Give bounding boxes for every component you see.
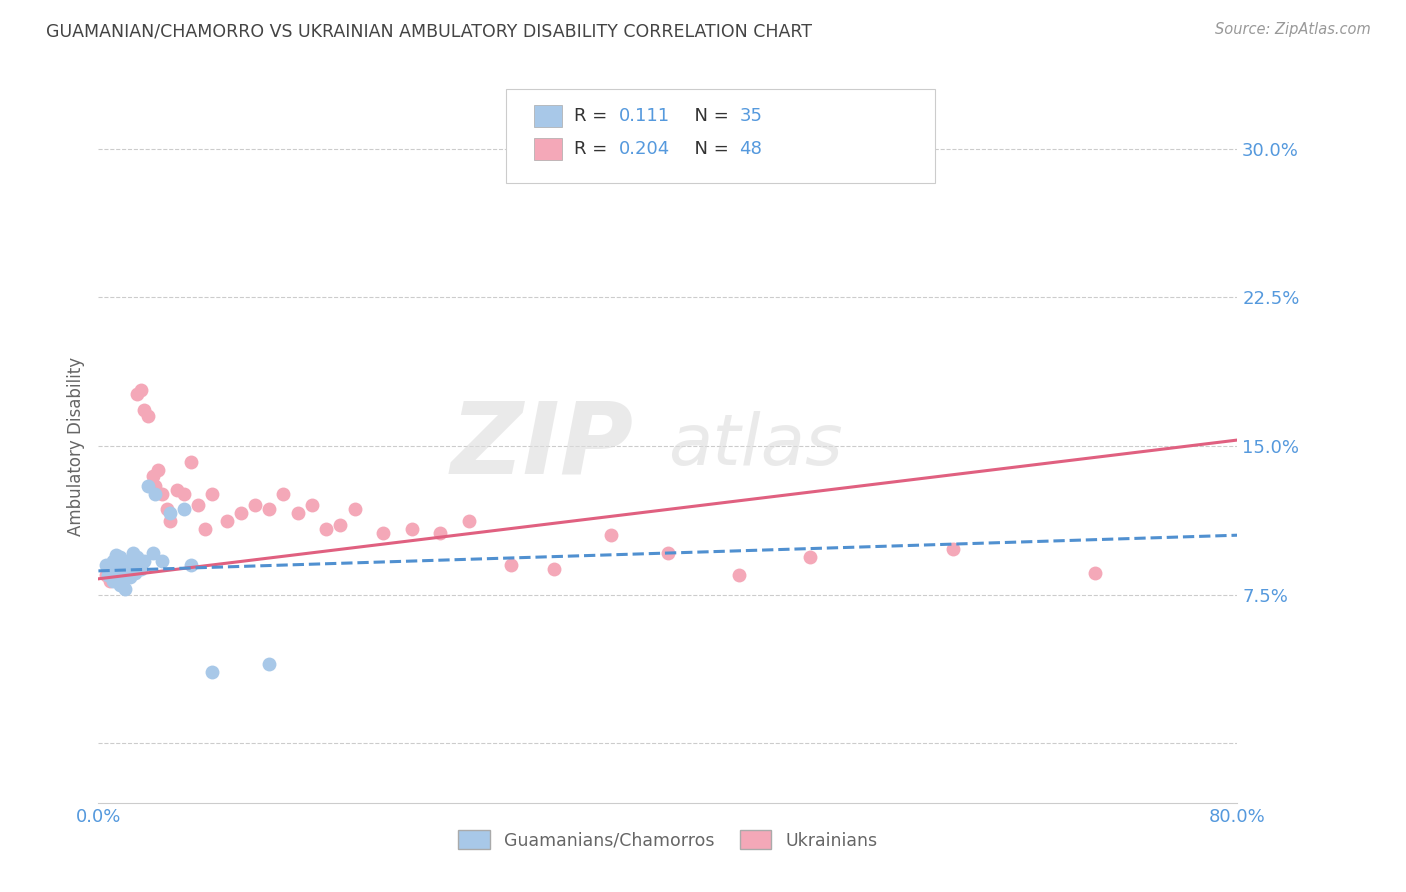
Point — [125, 549, 148, 564]
Point — [343, 502, 366, 516]
Point — [117, 562, 139, 576]
Text: N =: N = — [683, 140, 735, 158]
Point — [118, 566, 141, 580]
Point — [259, 657, 281, 671]
Point — [110, 566, 132, 580]
Point — [111, 554, 134, 568]
Point — [728, 567, 751, 582]
Point — [201, 665, 224, 679]
Point — [115, 558, 138, 572]
Point — [114, 582, 136, 596]
Point — [373, 526, 395, 541]
Point — [120, 554, 142, 568]
Point — [301, 499, 323, 513]
Text: atlas: atlas — [668, 411, 842, 481]
Point — [159, 507, 181, 521]
Point — [152, 486, 174, 500]
Point — [136, 409, 159, 424]
Point — [501, 558, 523, 572]
Point — [107, 572, 129, 586]
Text: GUAMANIAN/CHAMORRO VS UKRAINIAN AMBULATORY DISABILITY CORRELATION CHART: GUAMANIAN/CHAMORRO VS UKRAINIAN AMBULATO… — [46, 22, 813, 40]
Point — [101, 554, 124, 568]
Point — [112, 558, 135, 572]
Point — [97, 567, 120, 582]
Point — [201, 486, 224, 500]
Text: ZIP: ZIP — [451, 398, 634, 494]
Point — [103, 566, 125, 580]
Point — [229, 507, 252, 521]
Point — [101, 558, 124, 572]
Point — [107, 570, 129, 584]
Point — [105, 562, 128, 576]
Point — [194, 522, 217, 536]
Text: R =: R = — [574, 140, 613, 158]
Point — [121, 546, 143, 560]
Point — [141, 468, 163, 483]
Point — [104, 562, 127, 576]
Y-axis label: Ambulatory Disability: Ambulatory Disability — [66, 357, 84, 535]
Point — [942, 542, 965, 557]
Point — [799, 549, 821, 564]
Point — [94, 558, 117, 572]
Point — [156, 502, 179, 516]
Point — [129, 562, 152, 576]
Point — [141, 546, 163, 560]
Point — [148, 463, 170, 477]
Legend: Guamanians/Chamorros, Ukrainians: Guamanians/Chamorros, Ukrainians — [450, 822, 886, 858]
Point — [98, 562, 121, 576]
Point — [187, 499, 209, 513]
Text: 35: 35 — [740, 107, 762, 125]
Point — [401, 522, 423, 536]
Point — [104, 548, 127, 562]
Point — [122, 554, 145, 568]
Point — [145, 486, 167, 500]
Point — [159, 514, 181, 528]
Point — [215, 514, 238, 528]
Point — [173, 486, 195, 500]
Point — [129, 384, 152, 398]
Point — [600, 528, 623, 542]
Point — [657, 546, 679, 560]
Point — [94, 567, 117, 582]
Point — [108, 549, 131, 564]
Text: N =: N = — [683, 107, 735, 125]
Point — [457, 514, 479, 528]
Point — [152, 554, 174, 568]
Point — [112, 566, 135, 580]
Point — [136, 478, 159, 492]
Point — [329, 518, 352, 533]
Text: Source: ZipAtlas.com: Source: ZipAtlas.com — [1215, 22, 1371, 37]
Point — [127, 558, 149, 572]
Point — [1084, 566, 1107, 580]
Point — [98, 574, 121, 588]
Point — [180, 558, 202, 572]
Point — [243, 499, 266, 513]
Point — [108, 578, 131, 592]
Point — [124, 566, 146, 580]
Point — [115, 562, 138, 576]
Point — [315, 522, 337, 536]
Point — [110, 562, 132, 576]
Point — [287, 507, 309, 521]
Text: 0.204: 0.204 — [619, 140, 669, 158]
Point — [259, 502, 281, 516]
Point — [145, 478, 167, 492]
Point — [166, 483, 188, 497]
Point — [429, 526, 451, 541]
Point — [132, 403, 155, 417]
Point — [543, 562, 565, 576]
Point — [122, 562, 145, 576]
Point — [132, 554, 155, 568]
Point — [101, 574, 124, 588]
Point — [118, 570, 141, 584]
Text: 48: 48 — [740, 140, 762, 158]
Point — [180, 455, 202, 469]
Point — [173, 502, 195, 516]
Text: R =: R = — [574, 107, 613, 125]
Text: 0.111: 0.111 — [619, 107, 669, 125]
Point — [125, 387, 148, 401]
Point — [273, 486, 295, 500]
